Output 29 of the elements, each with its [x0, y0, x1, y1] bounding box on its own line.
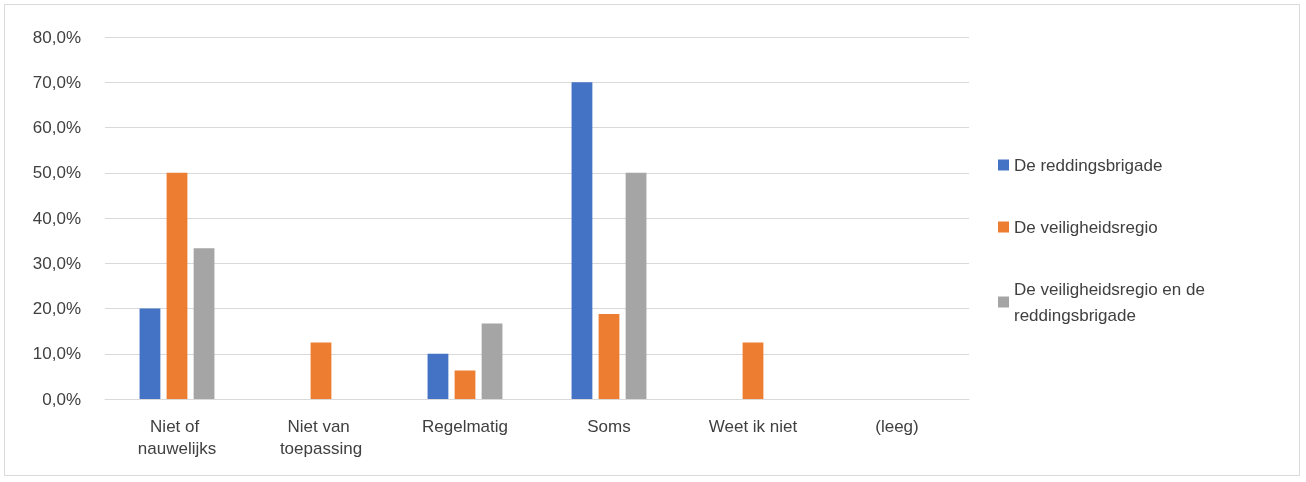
y-tick-label: 0,0% [42, 389, 81, 409]
x-tick-label: Niet of nauwelijks [137, 416, 217, 458]
x-tick-label: Niet van toepassing [279, 416, 363, 458]
x-tick-label: Soms [587, 416, 631, 436]
y-tick-label: 70,0% [32, 72, 81, 92]
bar [166, 172, 188, 399]
y-tick-label: 50,0% [32, 163, 81, 183]
bar [598, 313, 620, 399]
bar [742, 342, 764, 399]
y-tick-label: 40,0% [32, 208, 81, 228]
y-tick-label: 80,0% [32, 27, 81, 47]
bar [481, 323, 503, 399]
y-tick-label: 10,0% [32, 344, 81, 364]
y-tick-label: 60,0% [32, 118, 81, 137]
x-tick-label: Weet ik niet [708, 416, 798, 436]
bar [625, 172, 647, 399]
legend-label: De veiligheidsregio [1014, 217, 1158, 237]
bar [310, 342, 332, 399]
bar [139, 308, 161, 399]
bar [571, 82, 593, 399]
x-tick-label: Regelmatig [422, 416, 508, 436]
y-tick-label: 30,0% [32, 253, 81, 273]
x-tick-label: (leeg) [875, 416, 919, 436]
bar [427, 353, 449, 399]
y-tick-label: 20,0% [32, 299, 81, 318]
bar [193, 248, 215, 399]
legend-label: De reddingsbrigade [1014, 155, 1163, 175]
bar [454, 370, 476, 399]
legend-label: De veiligheidsregio en de reddingsbrigade [1014, 279, 1210, 325]
